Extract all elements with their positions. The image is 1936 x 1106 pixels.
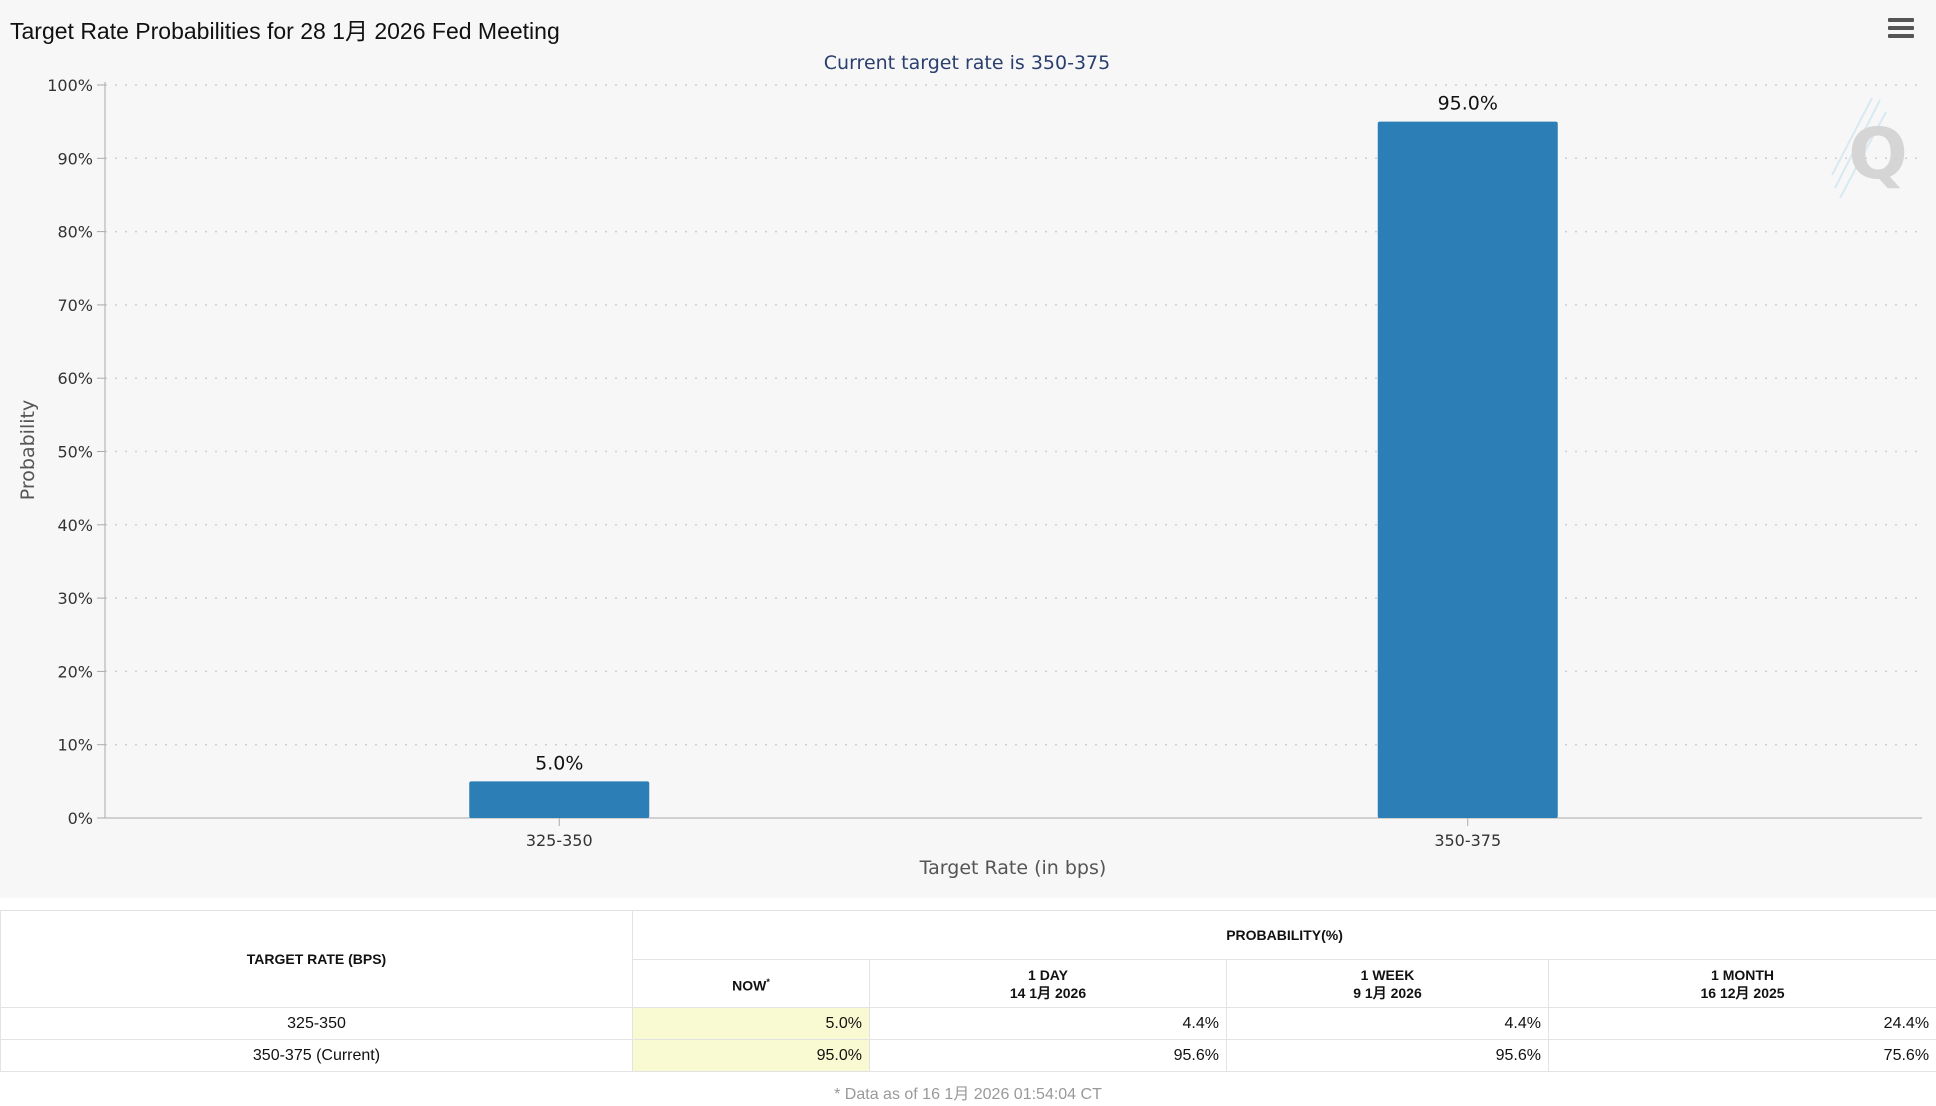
bars: 5.0% 95.0% xyxy=(469,93,1558,818)
sub-header-line1: 1 DAY xyxy=(1028,966,1068,983)
target-rate-cell: 350-375 (Current) xyxy=(0,1039,633,1072)
x-axis-ticks: 325-350 350-375 xyxy=(526,818,1501,850)
sub-header-date: 14 1月 2026 xyxy=(1009,984,1087,1001)
data-timestamp-footnote: * Data as of 16 1月 2026 01:54:04 CT xyxy=(834,1086,1102,1103)
cme-q-logo: Q xyxy=(1831,97,1908,199)
probability-cell: 4.4% xyxy=(869,1007,1227,1040)
table-row: 325-350 5.0% 4.4% 4.4% 24.4% xyxy=(0,1007,1936,1040)
y-tick-label: 0% xyxy=(68,809,93,828)
x-tick-label: 350-375 xyxy=(1434,831,1501,850)
y-tick-label: 10% xyxy=(57,736,93,755)
y-axis-label: Probability xyxy=(17,400,39,500)
probability-cell: 95.6% xyxy=(1226,1039,1549,1072)
svg-text:Q: Q xyxy=(1848,113,1908,195)
hamburger-menu-icon[interactable] xyxy=(1888,18,1914,40)
gridlines xyxy=(105,84,1922,746)
probability-cell: 24.4% xyxy=(1547,1007,1936,1040)
sub-header-date: 9 1月 2026 xyxy=(1353,984,1422,1001)
chart-svg: Q Current target rate is 350-375 0% 10% 20… xyxy=(17,52,1922,879)
bar-350-375[interactable] xyxy=(1377,121,1558,818)
chart-subtitle: Current target rate is 350-375 xyxy=(824,52,1110,74)
y-axis-ticks: 0% 10% 20% 30% 40% 50% 60% 70% 80% 90% 100% xyxy=(47,76,105,828)
header-target-rate: TARGET RATE (BPS) xyxy=(0,910,633,1008)
probability-table: TARGET RATE (BPS) PROBABILITY(%) NOW* 1 D… xyxy=(0,910,1936,1072)
y-tick-label: 20% xyxy=(57,662,93,681)
probability-table-wrap: TARGET RATE (BPS) PROBABILITY(%) NOW* 1 D… xyxy=(0,910,1936,1072)
bar-325-350[interactable] xyxy=(469,781,650,818)
probability-cell: 75.6% xyxy=(1547,1039,1936,1072)
y-tick-label: 80% xyxy=(57,223,93,242)
y-tick-label: 70% xyxy=(57,296,93,315)
y-tick-label: 90% xyxy=(57,149,93,168)
probability-now-cell: 5.0% xyxy=(632,1007,870,1040)
table-row: 350-375 (Current) 95.0% 95.6% 95.6% 75.6% xyxy=(0,1039,1936,1072)
page-title: Target Rate Probabilities for 28 1月 2026… xyxy=(10,18,560,44)
y-tick-label: 60% xyxy=(57,369,93,388)
sub-header-1: 1 DAY 14 1月 2026 xyxy=(869,959,1227,1008)
header-probability: PROBABILITY(%) xyxy=(631,910,1936,960)
x-tick-label: 325-350 xyxy=(526,831,593,850)
y-tick-label: 40% xyxy=(57,516,93,535)
sub-header-date: 16 12月 2025 xyxy=(1700,984,1785,1001)
sub-header-line1: 1 WEEK xyxy=(1360,966,1415,983)
sub-header-3: 1 MONTH 16 12月 2025 xyxy=(1547,959,1936,1008)
sub-header-line1: 1 MONTH xyxy=(1711,966,1775,983)
sub-header-sup: * xyxy=(766,976,770,987)
probability-now-cell: 95.0% xyxy=(632,1039,870,1072)
x-axis-label: Target Rate (in bps) xyxy=(919,857,1107,879)
sub-header-line1: NOW xyxy=(732,977,767,994)
bar-data-label: 95.0% xyxy=(1438,93,1498,115)
y-tick-label: 50% xyxy=(57,443,93,462)
probability-cell: 95.6% xyxy=(869,1039,1227,1072)
probability-cell: 4.4% xyxy=(1226,1007,1549,1040)
chart-panel: Target Rate Probabilities for 28 1月 2026… xyxy=(10,18,1922,879)
sub-header-0: NOW* xyxy=(632,959,870,1008)
target-rate-cell: 325-350 xyxy=(0,1007,633,1040)
sub-header-2: 1 WEEK 9 1月 2026 xyxy=(1226,959,1549,1008)
y-tick-label: 100% xyxy=(47,76,93,95)
y-tick-label: 30% xyxy=(57,589,93,608)
bar-data-label: 5.0% xyxy=(535,752,583,774)
